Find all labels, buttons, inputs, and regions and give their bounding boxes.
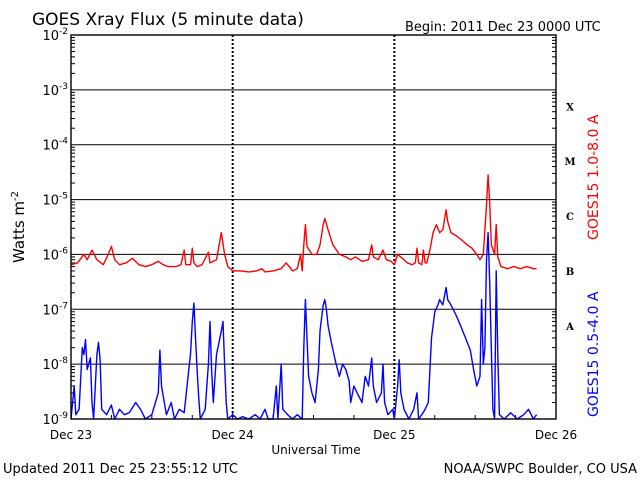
y-tick-exponent: -6 bbox=[59, 246, 68, 256]
y-tick-labels: 10-910-810-710-610-510-410-310-2 bbox=[42, 27, 68, 428]
y-tick-base: 10 bbox=[42, 84, 59, 99]
flare-class-label: A bbox=[565, 322, 574, 333]
y-tick-exponent: -7 bbox=[59, 301, 68, 311]
y-tick-exponent: -9 bbox=[59, 411, 68, 421]
y-tick-base: 10 bbox=[42, 139, 59, 154]
series-line-long-wavelength bbox=[70, 174, 537, 273]
y-tick-label: 10-6 bbox=[42, 246, 68, 263]
x-axis-label: Universal Time bbox=[271, 443, 360, 457]
y-tick-exponent: -2 bbox=[59, 27, 68, 37]
y-tick-exponent: -5 bbox=[59, 192, 68, 202]
x-tick-label: Dec 25 bbox=[373, 428, 415, 442]
flare-class-label: C bbox=[566, 212, 574, 223]
y-tick-label: 10-4 bbox=[42, 137, 68, 154]
flare-class-label: X bbox=[566, 102, 574, 113]
y-tick-label: 10-9 bbox=[42, 411, 68, 428]
legend-series-long: GOES15 1.0-8.0 A bbox=[586, 114, 602, 240]
y-tick-base: 10 bbox=[42, 358, 59, 373]
y-tick-base: 10 bbox=[42, 303, 59, 318]
series-layer bbox=[70, 174, 538, 420]
y-tick-base: 10 bbox=[42, 248, 59, 263]
x-tick-label: Dec 23 bbox=[50, 428, 92, 442]
y-tick-exponent: -8 bbox=[59, 356, 68, 366]
y-tick-label: 10-8 bbox=[42, 356, 68, 373]
x-tick-label: Dec 24 bbox=[212, 428, 254, 442]
y-axis-label: Watts m-2 bbox=[10, 191, 28, 263]
y-tick-label: 10-5 bbox=[42, 192, 68, 209]
begin-label: Begin: 2011 Dec 23 0000 UTC bbox=[405, 20, 601, 35]
flare-class-label: B bbox=[566, 267, 574, 278]
y-tick-base: 10 bbox=[42, 194, 59, 209]
y-tick-label: 10-7 bbox=[42, 301, 68, 318]
updated-label: Updated 2011 Dec 25 23:55:12 UTC bbox=[3, 462, 238, 477]
y-tick-label: 10-3 bbox=[42, 82, 68, 99]
series-line-short-wavelength bbox=[70, 231, 538, 420]
flare-class-label: M bbox=[564, 157, 575, 168]
y-tick-label: 10-2 bbox=[42, 27, 68, 44]
credit-label: NOAA/SWPC Boulder, CO USA bbox=[444, 462, 637, 477]
y-tick-base: 10 bbox=[42, 413, 59, 428]
y-tick-exponent: -3 bbox=[59, 82, 68, 92]
y-tick-exponent: -4 bbox=[59, 137, 68, 147]
y-axis-label-exponent: -2 bbox=[10, 191, 21, 201]
chart-title: GOES Xray Flux (5 minute data) bbox=[32, 10, 304, 30]
y-axis-label-main: Watts m bbox=[10, 201, 28, 263]
y-tick-base: 10 bbox=[42, 29, 59, 44]
x-tick-labels: Dec 23 Dec 24 Dec 25 Dec 26 bbox=[50, 428, 577, 442]
plot-frame bbox=[70, 34, 557, 420]
legend-series-short: GOES15 0.5-4.0 A bbox=[586, 291, 602, 417]
flare-class-labels: X M C B A bbox=[564, 102, 575, 332]
x-tick-label: Dec 26 bbox=[535, 428, 577, 442]
